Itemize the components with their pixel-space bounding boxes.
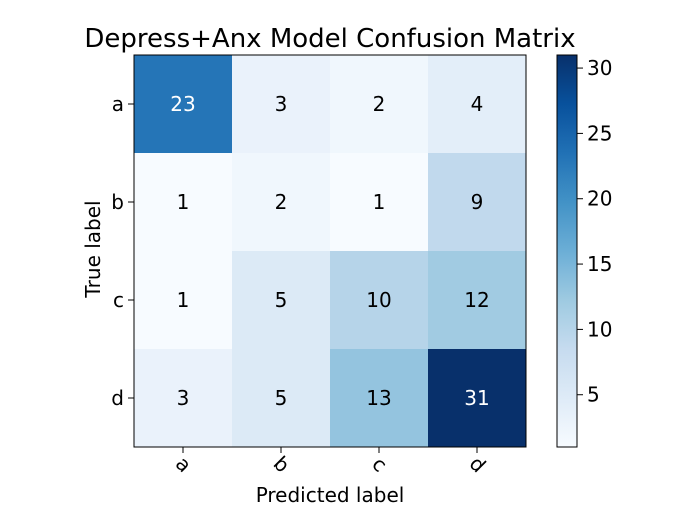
y-tick-label: c: [113, 288, 124, 312]
cell-value-label: 23: [170, 92, 195, 116]
cell-value-label: 31: [464, 386, 489, 410]
colorbar-tick-label: 10: [587, 317, 612, 341]
x-tick-label: d: [465, 451, 491, 477]
heatmap-cell-r0-c2: [330, 55, 428, 153]
heatmap-cell-r2-c2: [330, 251, 428, 349]
heatmap-cell-r1-c2: [330, 153, 428, 251]
cell-value-label: 3: [177, 386, 190, 410]
cell-value-label: 1: [177, 288, 190, 312]
x-tick-label: a: [171, 451, 197, 477]
heatmap-cell-r1-c3: [428, 153, 526, 251]
heatmap-cell-r0-c1: [232, 55, 330, 153]
heatmap-cell-r3-c3: [428, 349, 526, 447]
cell-value-label: 12: [464, 288, 489, 312]
heatmap-cell-r0-c3: [428, 55, 526, 153]
heatmap-cell-labels: 23 3 2 41 2 1 91 5 10 123 5 13 31: [170, 92, 489, 410]
cell-value-label: 13: [366, 386, 391, 410]
heatmap-cell-r2-c3: [428, 251, 526, 349]
cell-value-label: 1: [373, 190, 386, 214]
y-tick-label: a: [112, 92, 124, 116]
heatmap-cell-r3-c0: [134, 349, 232, 447]
cell-value-label: 10: [366, 288, 391, 312]
x-axis: a b c d: [171, 447, 491, 477]
chart-title: Depress+Anx Model Confusion Matrix: [84, 24, 575, 54]
cell-value-label: 2: [373, 92, 386, 116]
y-tick-label: d: [111, 386, 124, 410]
cell-value-label: 4: [471, 92, 484, 116]
colorbar-tick-label: 15: [587, 252, 612, 276]
heatmap-cell-r2-c0: [134, 251, 232, 349]
heatmap-cell-r1-c0: [134, 153, 232, 251]
heatmap-cell-r3-c2: [330, 349, 428, 447]
heatmap-cell-r1-c1: [232, 153, 330, 251]
y-tick-label: b: [111, 190, 124, 214]
cell-value-label: 5: [275, 288, 288, 312]
colorbar-tick-label: 30: [587, 56, 612, 80]
heatmap-cell-r2-c1: [232, 251, 330, 349]
x-axis-label: Predicted label: [256, 483, 405, 507]
plot-frame: [133, 54, 527, 448]
heatmap-cell-r0-c0: [134, 55, 232, 153]
colorbar: 5 10 15 20 25 30: [556, 54, 612, 448]
cell-value-label: 1: [177, 190, 190, 214]
colorbar-tick-label: 25: [587, 121, 612, 145]
cell-value-label: 5: [275, 386, 288, 410]
cell-value-label: 2: [275, 190, 288, 214]
x-tick-label: b: [269, 451, 295, 477]
cell-value-label: 3: [275, 92, 288, 116]
heatmap-cell-r3-c1: [232, 349, 330, 447]
cell-value-label: 9: [471, 190, 484, 214]
y-axis: a b c d: [111, 92, 134, 410]
colorbar-tick-label: 20: [587, 187, 612, 211]
colorbar-gradient: [556, 54, 578, 448]
colorbar-ticks: 5 10 15 20 25 30: [577, 56, 612, 407]
colorbar-tick-label: 5: [587, 383, 600, 407]
x-tick-label: c: [367, 452, 392, 477]
heatmap-cells: [134, 55, 526, 447]
y-axis-label: True label: [81, 200, 105, 298]
